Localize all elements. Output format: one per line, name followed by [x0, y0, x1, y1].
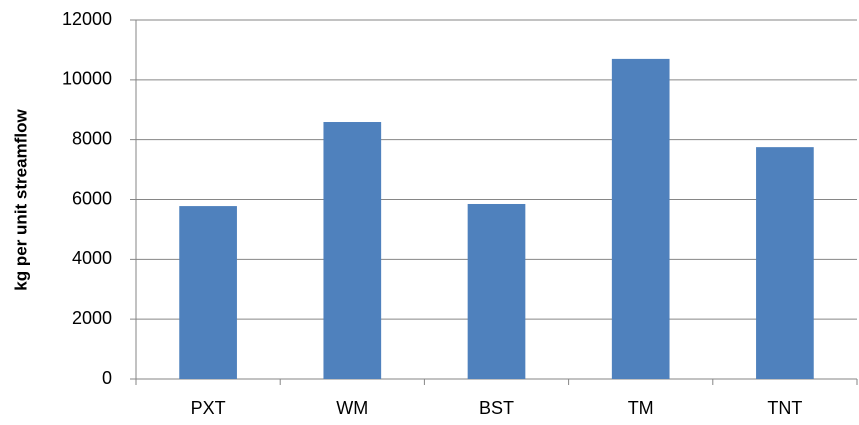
y-tick-label: 8000: [72, 128, 112, 148]
x-tick-label: TNT: [767, 398, 802, 418]
bar: [323, 122, 382, 379]
bar: [467, 203, 526, 379]
x-tick-label: WM: [336, 398, 368, 418]
x-tick-label: TM: [628, 398, 654, 418]
y-axis-label: kg per unit streamflow: [11, 109, 30, 291]
y-tick-label: 0: [102, 368, 112, 388]
y-tick-label: 4000: [72, 248, 112, 268]
bar: [756, 147, 814, 379]
bar: [179, 206, 237, 379]
y-tick-label: 10000: [62, 69, 112, 89]
x-tick-label: BST: [479, 398, 514, 418]
y-tick-label: 2000: [72, 308, 112, 328]
y-tick-label: 12000: [62, 9, 112, 29]
bar: [611, 58, 670, 380]
y-tick-label: 6000: [72, 188, 112, 208]
x-tick-label: PXT: [191, 398, 226, 418]
